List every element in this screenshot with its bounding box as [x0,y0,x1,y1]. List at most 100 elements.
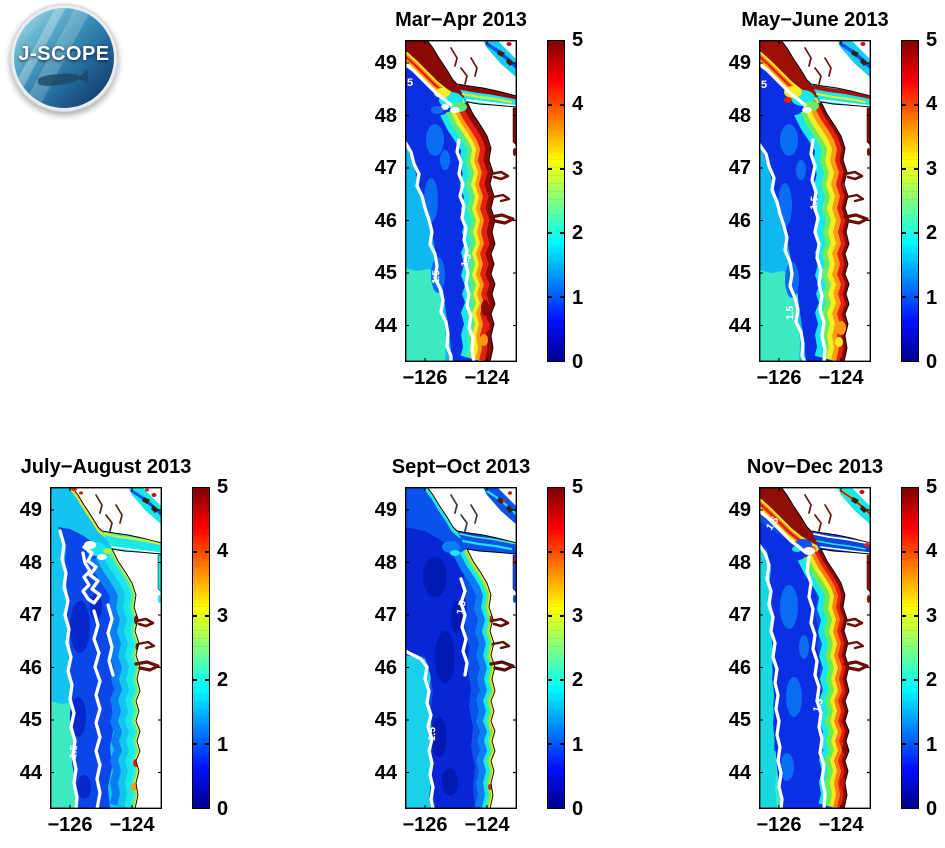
colorbar-tick-mark [205,615,209,617]
colorbar-tick-mark [560,104,564,106]
puget-strip [157,595,162,603]
island [497,497,505,504]
field-patch [70,601,90,653]
map-layers: 1.5 [50,487,162,809]
colorbar-tick-mark [914,679,918,681]
contour-label: 1.5 [68,744,80,759]
x-tick-label: −126 [756,814,802,836]
colorbar-tick-label: 5 [217,476,229,498]
contour-label: 1.5 [427,727,438,742]
colorbar-tick-mark [902,679,906,681]
strait-mouth-patch [442,541,460,553]
axes-border [50,487,162,809]
inlet-mark [470,504,478,524]
georgia-band [130,489,162,517]
colorbar-tick-label: 4 [217,540,229,563]
colorbar-tick-mark [914,551,918,553]
field-patch [780,124,798,156]
contour-line-1p5 [81,545,102,605]
colorbar-tick-label: 2 [926,222,938,245]
land-washington-oregon [466,101,517,362]
strait-band [459,533,517,545]
field-patch [77,775,91,799]
logo-ocean-image [14,8,114,108]
estuary-mark [136,640,156,650]
small-hotspot [506,42,512,46]
contour-label: 1.5 [809,195,821,210]
colorbar-tick-label: 3 [572,604,584,627]
panel-title: July−August 2013 [20,456,192,478]
colorbar-tick-label: 3 [217,604,229,627]
colorbar-tick-mark [914,104,918,106]
small-hotspot [145,488,149,492]
y-tick-label: 45 [19,709,42,731]
y-tick-label: 45 [374,262,397,284]
land-washington-oregon [820,101,871,362]
colorbar-tick-label: 1 [217,733,229,756]
georgia-strait-water [837,40,871,78]
coastal-hotspot [131,783,137,791]
field-patch [451,601,463,633]
inlet-mark [460,514,468,532]
inlet-mark [824,504,832,524]
strait-mouth-patch [802,107,812,113]
small-hotspot [508,491,512,495]
colorbar-tick-label: 0 [217,798,229,820]
panel-title: Nov−Dec 2013 [746,456,884,478]
y-tick-label: 46 [19,656,42,679]
estuary-mark [489,213,515,225]
field-patch [442,768,458,796]
inlet-mark [804,494,812,514]
colorbar-tick-mark [914,168,918,170]
y-tick-label: 46 [728,656,751,679]
x-tick-label: −124 [818,367,864,389]
colorbar-tick-mark [560,679,564,681]
contour-line-1p5 [405,649,435,809]
coastal-hotspot [484,321,490,331]
colorbar-tick-mark [548,296,552,298]
colorbar-tick-mark [548,104,552,106]
island [151,505,159,513]
coastal-hotspot [840,778,846,788]
north-high-region [405,40,467,98]
contour-line-1p5 [106,603,115,677]
strait-mouth-patch [84,541,96,549]
inlet-mark [105,514,113,532]
jscope-logo: J-SCOPE [10,4,118,112]
field-patch [786,677,802,717]
estuary-mark [843,617,864,628]
estuary-mark [489,617,510,628]
colorbar-tick-label: 1 [572,733,584,756]
y-tick-label: 49 [728,52,751,74]
colorbar-tick-mark [193,679,197,681]
colorbar-tick-label: 1 [572,286,584,309]
x-tick-label: −124 [464,814,510,836]
y-tick-label: 48 [374,551,397,574]
contour-line-1p5 [92,609,102,809]
colorbar-tick-mark [548,615,552,617]
contour-label: 1.5 [811,697,826,714]
estuary-mark [843,660,869,672]
strait-band [820,546,870,554]
y-tick-label: 45 [728,262,751,284]
y-tick-label: 47 [374,157,397,179]
small-hotspot [859,490,865,494]
strait-mouth-patch [97,554,107,560]
colorbar [547,40,565,362]
panel-title: Sept−Oct 2013 [391,456,531,478]
estuary-mark [489,170,510,181]
strait-mouth-patch [431,106,443,114]
y-tick-label: 49 [374,52,397,74]
y-tick-label: 49 [728,499,751,521]
estuary-mark [134,617,155,628]
north-high-region [759,487,821,545]
panel-title: May−June 2013 [741,9,889,31]
island [142,497,150,504]
island [860,505,868,513]
inlet-mark [450,47,458,67]
small-hotspot [151,493,157,497]
colorbar-tick-mark [193,743,197,745]
colorbar-tick-mark [902,551,906,553]
contour-label: 1.5 [459,252,474,269]
colorbar-tick-label: 2 [217,669,229,692]
